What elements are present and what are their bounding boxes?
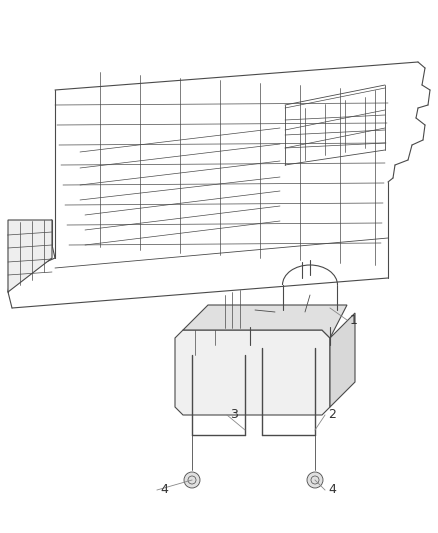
Polygon shape (175, 330, 329, 415)
Text: 2: 2 (327, 408, 335, 422)
Polygon shape (8, 220, 52, 292)
Polygon shape (183, 305, 346, 338)
Text: 3: 3 (230, 408, 237, 422)
Circle shape (306, 472, 322, 488)
Text: 4: 4 (159, 483, 167, 497)
Text: 1: 1 (349, 313, 357, 327)
Circle shape (184, 472, 200, 488)
Polygon shape (329, 313, 354, 407)
Text: 4: 4 (327, 483, 335, 497)
